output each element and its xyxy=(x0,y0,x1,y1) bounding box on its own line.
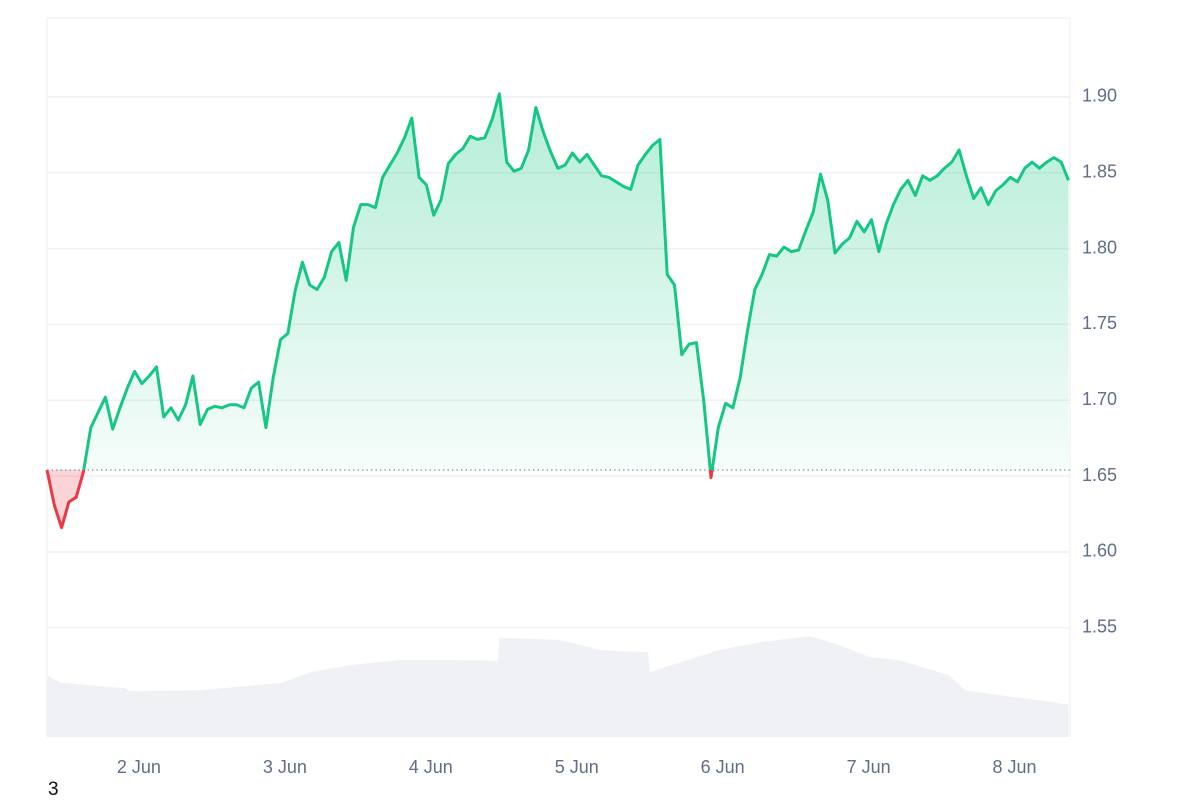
y-tick-label: 1.75 xyxy=(1082,313,1117,333)
x-tick-label: 7 Jun xyxy=(847,757,891,777)
x-tick-label: 5 Jun xyxy=(555,757,599,777)
y-tick-label: 1.65 xyxy=(1082,465,1117,485)
x-tick-label: 8 Jun xyxy=(993,757,1037,777)
y-tick-label: 1.85 xyxy=(1082,161,1117,181)
x-tick-label: 6 Jun xyxy=(701,757,745,777)
x-tick-label: 4 Jun xyxy=(409,757,453,777)
y-tick-label: 1.70 xyxy=(1082,389,1117,409)
back-layer xyxy=(46,17,1071,737)
footnote: 3 xyxy=(48,779,59,800)
y-tick-label: 1.55 xyxy=(1082,617,1117,637)
x-tick-label: 3 Jun xyxy=(263,757,307,777)
price-line xyxy=(45,92,1070,530)
volume-area xyxy=(47,636,1069,737)
y-tick-label: 1.90 xyxy=(1082,86,1117,106)
y-tick-label: 1.60 xyxy=(1082,541,1117,561)
y-tick-label: 1.80 xyxy=(1082,237,1117,257)
price-area xyxy=(47,93,1069,528)
front-layer: 1.55 1.60 1.65 1.70 1.75 1.80 1.85 1.90 2 Jun 3 J… xyxy=(45,86,1117,777)
x-tick-label: 2 Jun xyxy=(117,757,161,777)
